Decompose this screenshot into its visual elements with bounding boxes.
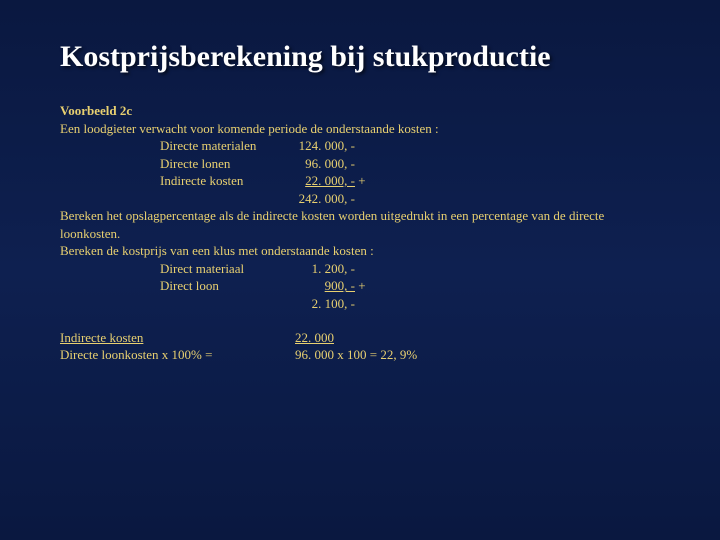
cost1-row: Indirecte kosten 22. 000, - + [60,172,660,190]
task2-text: Bereken de kostprijs van een klus met on… [60,242,660,260]
cost2-total-row: 2. 100, - [60,295,660,313]
intro-text: Een loodgieter verwacht voor komende per… [60,120,660,138]
indent [60,295,160,313]
calc-left-top: Indirecte kosten [60,329,295,347]
cost1-row: Directe materialen 124. 000, - [60,137,660,155]
indent [60,137,160,155]
cost2-row: Direct materiaal 1. 200, - [60,260,660,278]
cost1-value: 96. 000, - [295,155,355,173]
cost1-value: 124. 000, - [295,137,355,155]
indent [60,172,160,190]
cost2-row: Direct loon 900, - + [60,277,660,295]
task1-text: Bereken het opslagpercentage als de indi… [60,207,660,242]
calc-right-bottom: 96. 000 x 100 = 22, 9% [295,346,417,364]
cost2-total: 2. 100, - [295,295,355,313]
cost1-label: Directe lonen [160,155,295,173]
calc-row-bottom: Directe loonkosten x 100% = 96. 000 x 10… [60,346,660,364]
calc-left-bottom: Directe loonkosten x 100% = [60,346,295,364]
cost1-total: 242. 000, - [295,190,355,208]
indent [60,155,160,173]
cost1-value: 22. 000, - + [295,172,366,190]
spacer [60,313,660,329]
cost2-value: 1. 200, - [295,260,355,278]
cost2-value: 900, - + [295,277,366,295]
blank [160,190,295,208]
cost1-row: Directe lonen 96. 000, - [60,155,660,173]
cost2-label: Direct materiaal [160,260,295,278]
blank [160,295,295,313]
slide: Kostprijsberekening bij stukproductie Vo… [0,0,720,540]
cost1-total-row: 242. 000, - [60,190,660,208]
slide-body: Voorbeeld 2c Een loodgieter verwacht voo… [60,102,660,364]
cost2-label: Direct loon [160,277,295,295]
cost1-label: Indirecte kosten [160,172,295,190]
indent [60,190,160,208]
example-subtitle: Voorbeeld 2c [60,102,660,120]
calc-right-top: 22. 000 [295,329,334,347]
indent [60,260,160,278]
slide-title: Kostprijsberekening bij stukproductie [60,40,660,74]
cost1-label: Directe materialen [160,137,295,155]
calc-row-top: Indirecte kosten 22. 000 [60,329,660,347]
indent [60,277,160,295]
